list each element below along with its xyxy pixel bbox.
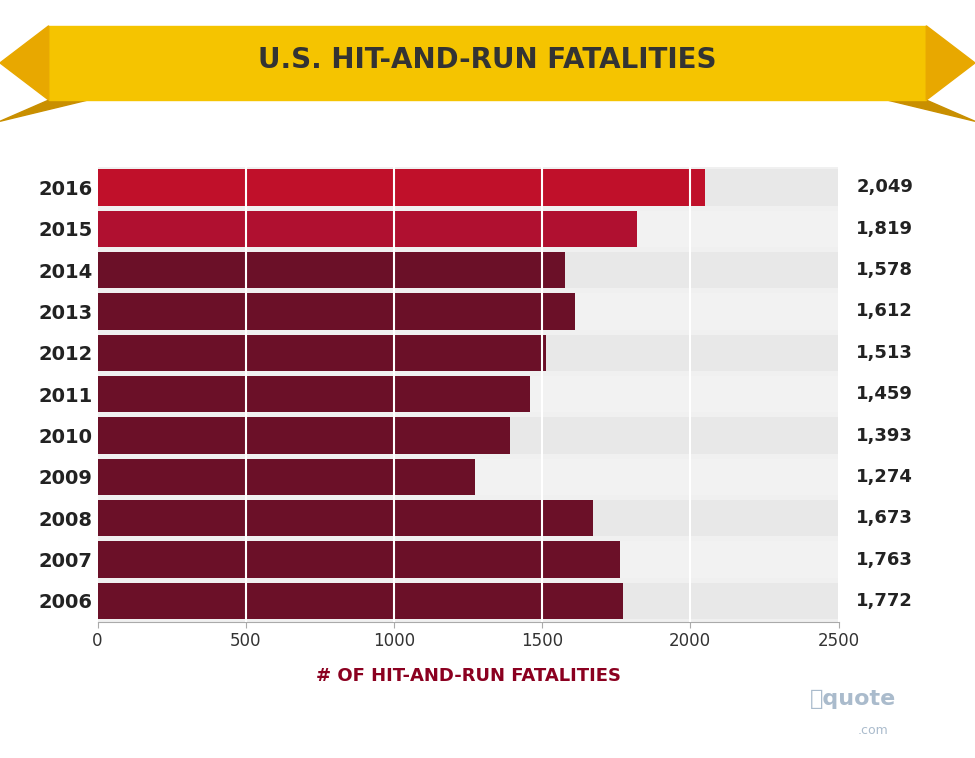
Text: 2,049: 2,049 — [856, 178, 914, 196]
Polygon shape — [887, 100, 975, 121]
Text: 1,763: 1,763 — [856, 550, 914, 568]
Bar — [98, 334, 546, 371]
Text: 1,819: 1,819 — [856, 220, 914, 238]
Text: Ⓡquote: Ⓡquote — [810, 689, 896, 709]
Polygon shape — [926, 26, 975, 100]
Text: 1,459: 1,459 — [856, 385, 914, 403]
Text: U.S. HIT-AND-RUN FATALITIES: U.S. HIT-AND-RUN FATALITIES — [258, 45, 717, 74]
Bar — [98, 169, 705, 205]
Bar — [98, 459, 838, 495]
Bar — [98, 211, 637, 247]
Text: 1,612: 1,612 — [856, 302, 914, 321]
Text: 1,513: 1,513 — [856, 344, 914, 362]
Polygon shape — [0, 26, 49, 100]
Text: Source: http://aaafoundation.org/hit-and-run-crashes-prevalence-contributing-
fa: Source: http://aaafoundation.org/hit-and… — [29, 691, 583, 723]
Bar — [98, 376, 530, 412]
Bar — [98, 334, 838, 371]
Polygon shape — [0, 100, 88, 121]
Bar — [98, 418, 510, 454]
Bar — [98, 541, 620, 578]
Bar — [98, 459, 475, 495]
Text: 1,673: 1,673 — [856, 509, 914, 528]
Text: 1,274: 1,274 — [856, 468, 914, 486]
Bar — [98, 252, 566, 288]
Bar — [98, 500, 594, 537]
Text: 1,772: 1,772 — [856, 592, 914, 610]
Bar — [98, 293, 838, 330]
Bar — [98, 541, 838, 578]
Bar — [98, 583, 623, 619]
Bar — [98, 252, 838, 288]
Bar — [98, 169, 838, 205]
Text: 1,578: 1,578 — [856, 261, 914, 279]
Bar — [98, 293, 575, 330]
Bar — [49, 26, 926, 100]
Bar — [98, 583, 838, 619]
Text: 1,393: 1,393 — [856, 427, 914, 444]
Bar — [98, 418, 838, 454]
X-axis label: # OF HIT-AND-RUN FATALITIES: # OF HIT-AND-RUN FATALITIES — [316, 666, 620, 684]
Bar — [98, 500, 838, 537]
Text: .com: .com — [857, 724, 888, 737]
Bar — [98, 376, 838, 412]
Bar — [98, 211, 838, 247]
